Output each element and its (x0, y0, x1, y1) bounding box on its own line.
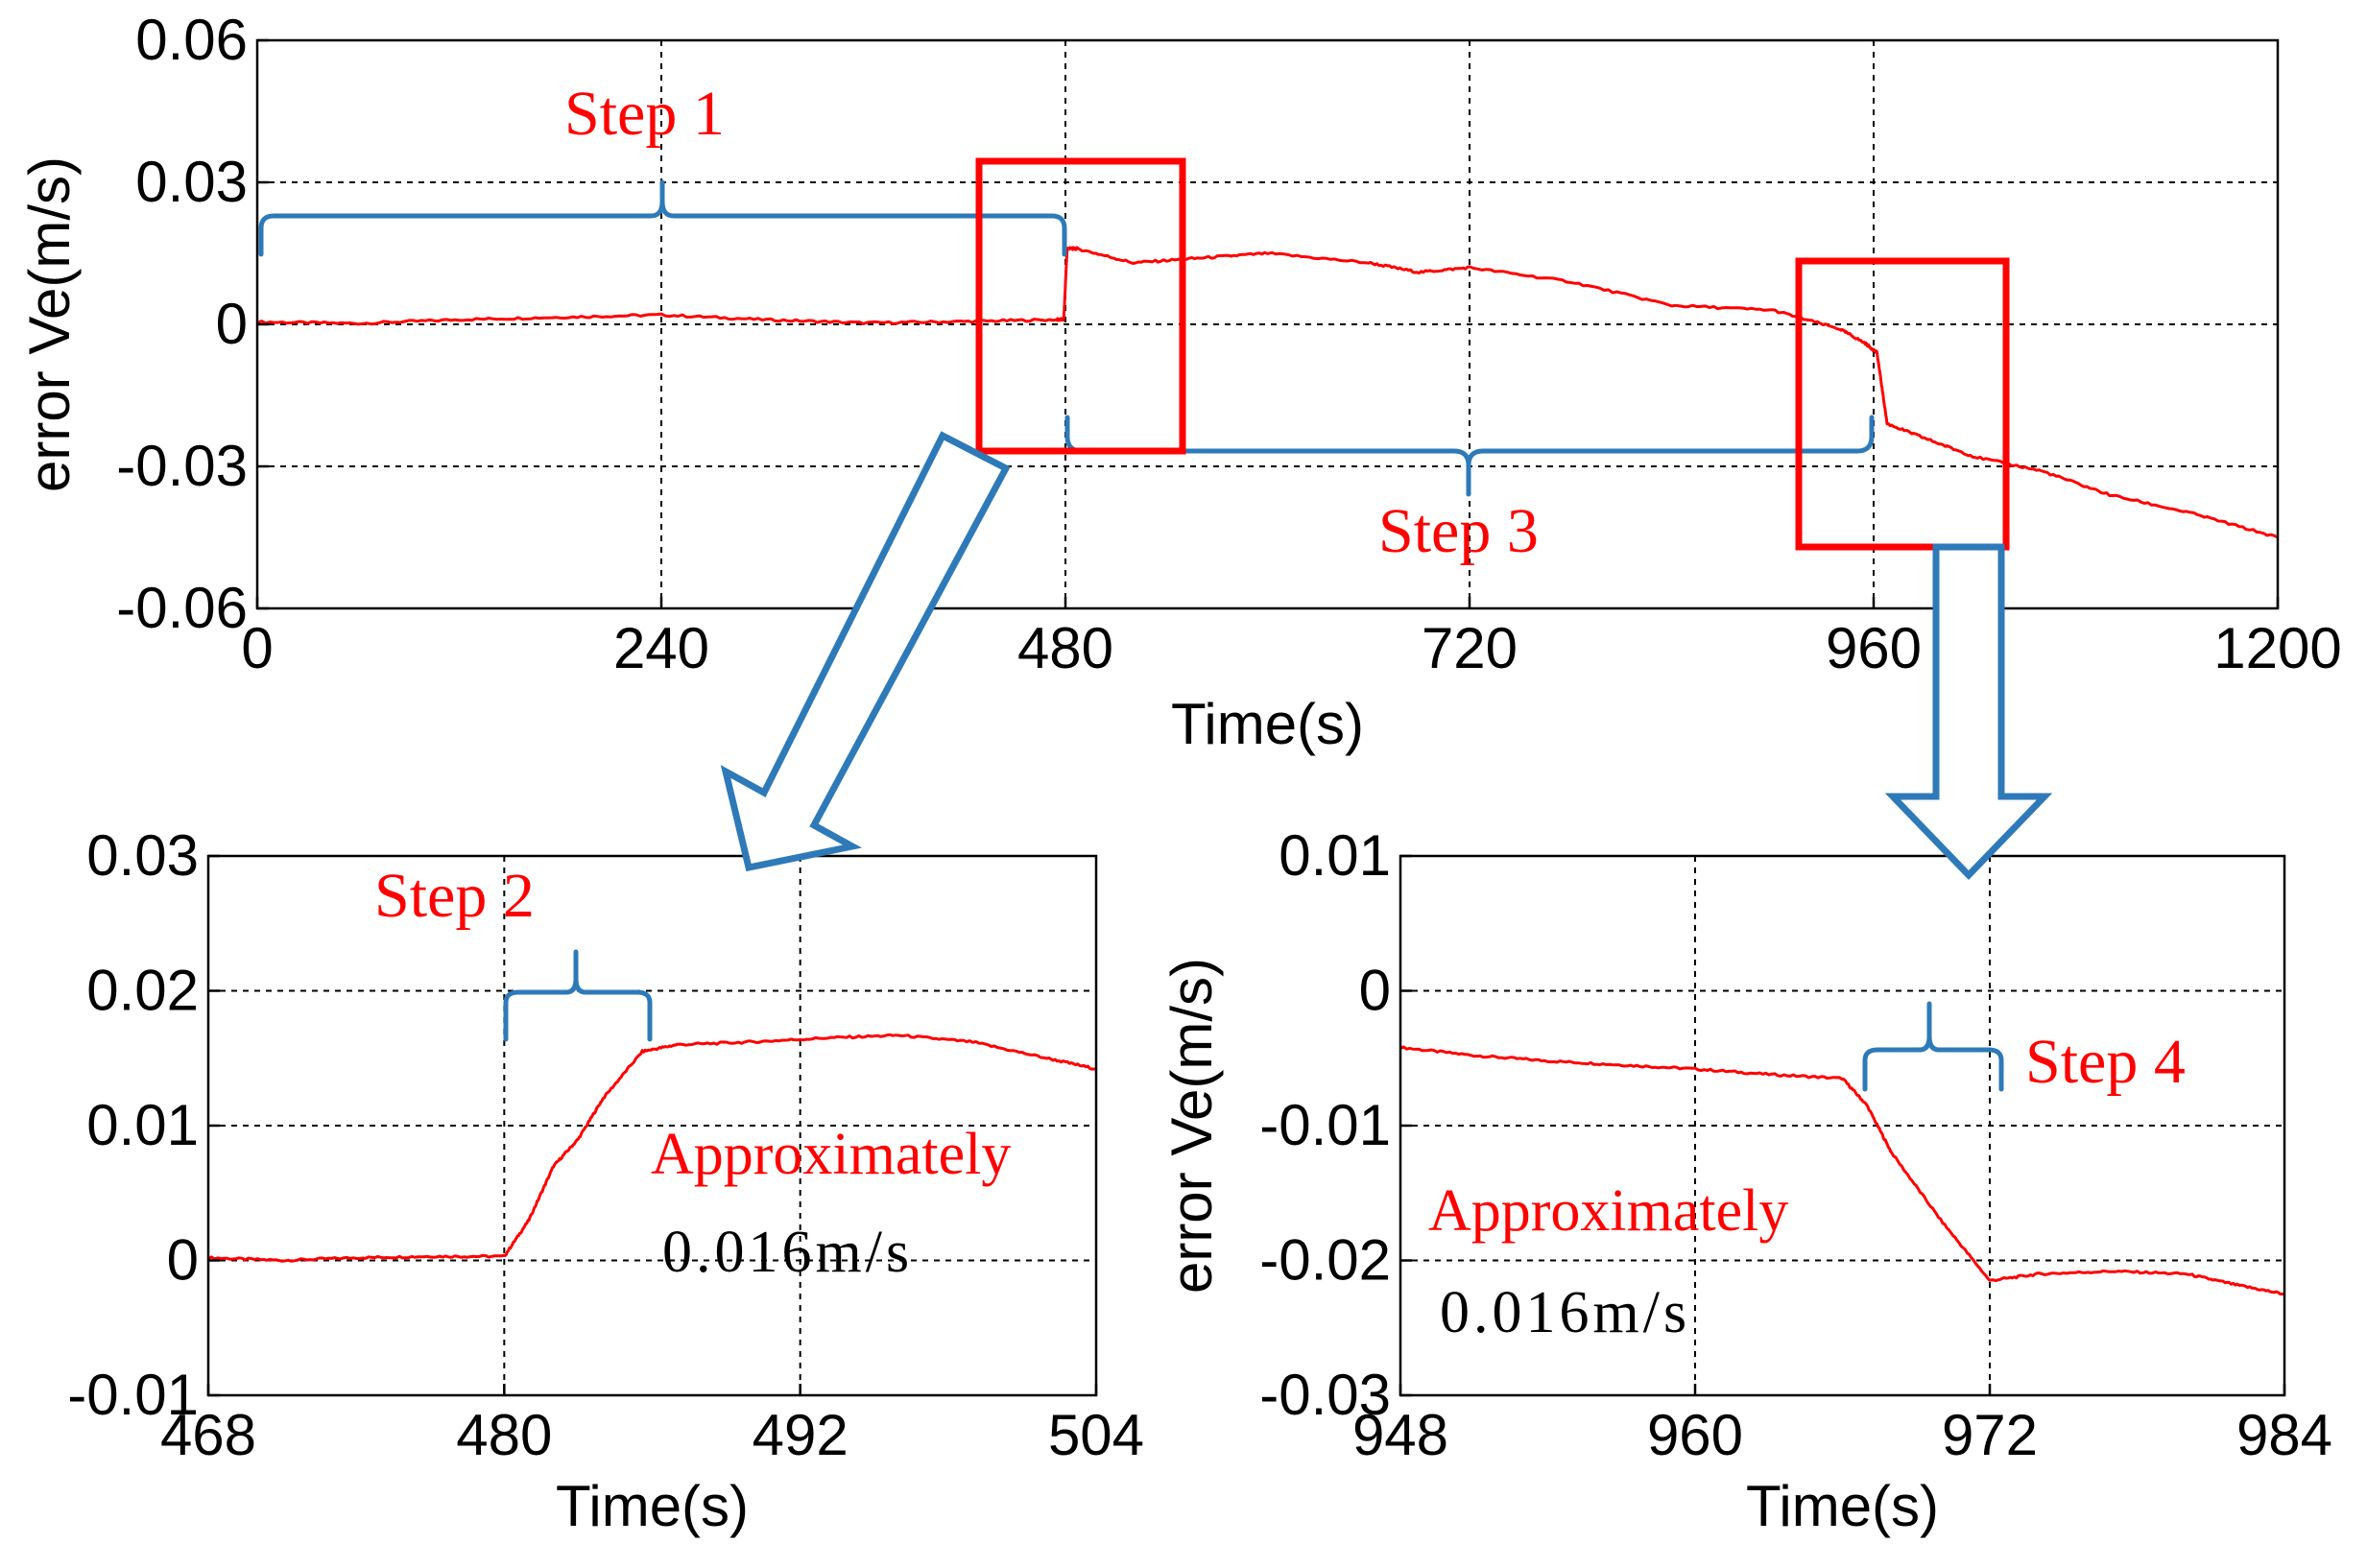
y-tick-label: 0.02 (86, 959, 199, 1023)
series-line-zoom-right (1399, 1045, 2285, 1296)
plots-layer: 0 240 480 720 960 1200 -0.06 -0.03 0 0.03 0.06 Time… (17, 8, 2342, 1538)
step4-label: Step 4 (2025, 1027, 2186, 1097)
step4-brace (1862, 1001, 2004, 1092)
approx-label-right: Approximately (1428, 1178, 1788, 1244)
step1-label: Step 1 (564, 79, 725, 149)
x-tick-label: 492 (753, 1403, 849, 1467)
x-axis-label: Time(s) (1171, 692, 1364, 756)
x-tick-label: 480 (456, 1403, 552, 1467)
y-tick-label: -0.01 (1259, 1093, 1391, 1157)
y-tick-label: -0.03 (116, 434, 248, 498)
highlight-box-step-up (975, 157, 1186, 455)
x-tick-label: 972 (1942, 1403, 2038, 1467)
step3-brace (1064, 415, 1875, 497)
x-tick-label: 948 (1352, 1403, 1448, 1467)
x-tick-label: 240 (613, 616, 709, 680)
y-tick-label: -0.02 (1259, 1228, 1391, 1293)
step2-brace (503, 949, 653, 1042)
step2-label: Step 2 (374, 861, 535, 931)
plot-main: 0 240 480 720 960 1200 -0.06 -0.03 0 0.03 0.06 Time… (17, 8, 2342, 756)
x-tick-label: 720 (1422, 616, 1518, 680)
zoom-arrow-left (720, 431, 1011, 872)
x-tick-label: 984 (2236, 1403, 2332, 1467)
y-tick-label: 0 (167, 1228, 199, 1293)
y-axis-label: error Ve(m/s) (17, 156, 82, 492)
y-axis-label: error Ve(m/s) (1160, 958, 1224, 1294)
y-tick-label: 0 (216, 292, 248, 356)
plot-zoom-left: 468 480 492 504 -0.01 0 0.01 0.02 0.03 Time(s) (67, 823, 1144, 1538)
y-tick-label: 0 (1359, 959, 1391, 1023)
step3-label: Step 3 (1378, 496, 1539, 566)
zoom-arrow-right (1884, 543, 2053, 881)
x-tick-label: 1200 (2213, 616, 2341, 680)
y-tick-label: 0.03 (135, 150, 248, 214)
x-tick-label: 0 (241, 616, 273, 680)
x-tick-label: 960 (1826, 616, 1922, 680)
x-axis-label: Time(s) (1746, 1474, 1939, 1538)
x-tick-label: 468 (160, 1403, 256, 1467)
series-line-zoom-left (207, 1033, 1096, 1263)
plot-zoom-right: 948 960 972 984 -0.03 -0.02 -0.01 0 0.01 Time(s) e… (1160, 823, 2332, 1538)
highlight-box-step-down (1795, 257, 2010, 551)
x-tick-label: 504 (1048, 1403, 1144, 1467)
y-tick-label: 0.06 (135, 8, 248, 72)
series-line-main (256, 246, 2279, 539)
y-tick-label: 0.01 (86, 1093, 199, 1157)
y-tick-label: 0.01 (1279, 823, 1391, 888)
x-tick-label: 960 (1647, 1403, 1743, 1467)
x-tick-label: 480 (1017, 616, 1113, 680)
y-tick-label: -0.03 (1259, 1363, 1391, 1427)
step1-brace (258, 179, 1067, 257)
value-label-left: 0.016m/s (662, 1220, 913, 1285)
y-tick-label: -0.06 (116, 576, 248, 640)
x-axis-label: Time(s) (556, 1474, 749, 1538)
y-tick-label: -0.01 (67, 1363, 199, 1427)
y-tick-label: 0.03 (86, 823, 199, 888)
approx-label-left: Approximately (651, 1122, 1011, 1187)
value-label-right: 0.016m/s (1440, 1280, 1690, 1345)
